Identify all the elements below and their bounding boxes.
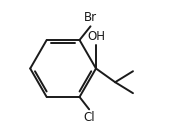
- Text: Br: Br: [84, 11, 97, 24]
- Text: Cl: Cl: [83, 111, 95, 124]
- Text: OH: OH: [87, 30, 105, 43]
